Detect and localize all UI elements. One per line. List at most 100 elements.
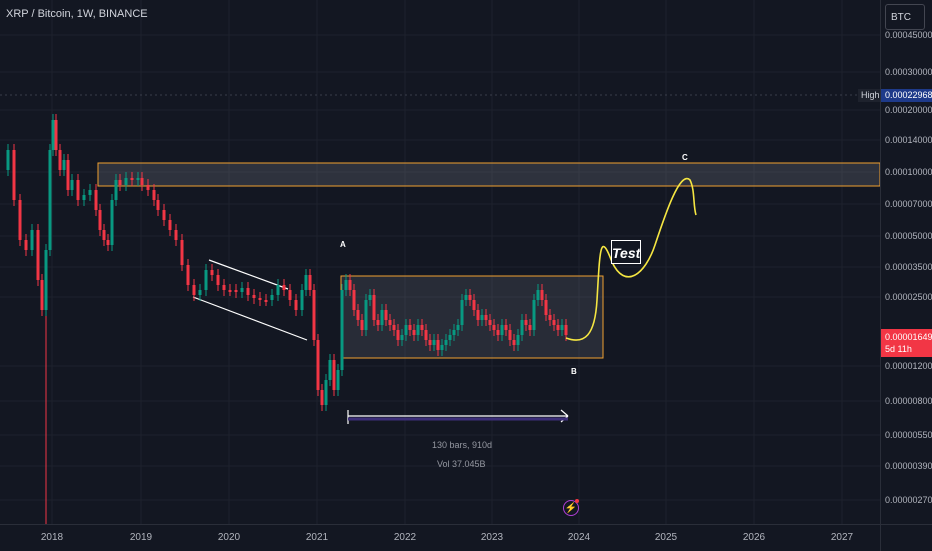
candle-body	[316, 340, 320, 390]
price-tick: 0.00000550	[885, 430, 932, 440]
time-tick: 2026	[742, 532, 766, 543]
currency-button[interactable]: BTC	[885, 4, 925, 30]
candle-body	[70, 180, 74, 190]
candle-body	[440, 345, 444, 350]
high-tag: High	[858, 89, 880, 102]
candle-body	[476, 310, 480, 320]
candle-body	[146, 185, 150, 190]
candle-body	[152, 190, 156, 200]
candle-body	[556, 325, 560, 330]
candle-body	[564, 325, 568, 335]
candle-body	[76, 180, 80, 200]
time-axis[interactable]	[0, 524, 880, 551]
candle-body	[508, 330, 512, 340]
candle-body	[324, 380, 328, 405]
candle-body	[82, 195, 86, 200]
candle-body	[44, 250, 48, 310]
price-tick: 0.00002500	[885, 292, 932, 302]
candle-body	[504, 325, 508, 330]
candle-body	[488, 320, 492, 325]
candle-body	[88, 190, 92, 195]
candle-body	[156, 200, 160, 210]
candle-body	[348, 280, 352, 290]
channel-upper-line	[208, 259, 289, 290]
candle-body	[24, 240, 28, 250]
candle-body	[222, 285, 226, 290]
range-box	[340, 275, 604, 359]
label-b: B	[571, 367, 577, 376]
candlestick-series	[6, 114, 568, 411]
candle-body	[216, 275, 220, 285]
price-tick: 0.00000270	[885, 495, 932, 505]
label-c: C	[682, 153, 688, 162]
candle-body	[51, 120, 55, 150]
candle-body	[130, 178, 134, 180]
candle-body	[328, 360, 332, 380]
candle-body	[54, 120, 58, 150]
candle-body	[444, 340, 448, 345]
candle-body	[98, 210, 102, 230]
candle-body	[94, 190, 98, 210]
candle-body	[174, 230, 178, 240]
price-tick: 0.00000390	[885, 461, 932, 471]
candle-body	[524, 320, 528, 325]
candle-body	[436, 340, 440, 350]
candle-body	[484, 315, 488, 320]
price-axis[interactable]	[880, 0, 932, 524]
axis-corner	[880, 524, 932, 551]
candle-body	[168, 220, 172, 230]
candle-body	[186, 265, 190, 285]
price-tick: 0.00014000	[885, 135, 932, 145]
candle-body	[204, 270, 208, 290]
candle-body	[12, 150, 16, 200]
candle-body	[102, 230, 106, 240]
measure-vol-text: Vol 37.045B	[437, 459, 486, 469]
candle-body	[198, 290, 202, 295]
candle-body	[468, 295, 472, 300]
current-price-value: 0.00001649	[885, 332, 932, 342]
candle-body	[192, 285, 196, 295]
candle-body	[276, 285, 280, 295]
candle-body	[372, 295, 376, 320]
candle-body	[270, 295, 274, 300]
candle-body	[246, 288, 250, 295]
candle-body	[512, 340, 516, 345]
candle-body	[336, 370, 340, 390]
price-tick: 0.00030000	[885, 67, 932, 77]
chart-area[interactable]: XRP / Bitcoin, 1W, BINANCE A B C Test 13…	[0, 0, 880, 524]
candle-body	[380, 310, 384, 325]
candle-body	[304, 275, 308, 290]
candle-body	[520, 320, 524, 335]
candle-body	[62, 160, 66, 170]
candle-body	[294, 300, 298, 310]
candle-body	[106, 240, 110, 245]
candle-body	[6, 150, 10, 170]
time-tick: 2022	[393, 532, 417, 543]
price-tick: 0.00020000	[885, 105, 932, 115]
candle-body	[480, 315, 484, 320]
candle-body	[210, 270, 214, 275]
candle-body	[428, 340, 432, 345]
time-tick: 2019	[129, 532, 153, 543]
time-tick: 2023	[480, 532, 504, 543]
candle-body	[392, 325, 396, 330]
candle-body	[496, 330, 500, 335]
candle-body	[58, 150, 62, 170]
candle-body	[352, 290, 356, 310]
high-price-label: 0.00022968	[881, 89, 932, 102]
chart-canvas[interactable]	[0, 0, 880, 524]
candle-body	[264, 300, 268, 302]
price-tick: 0.00010000	[885, 167, 932, 177]
test-label: Test	[611, 240, 641, 264]
candle-body	[320, 390, 324, 405]
candle-body	[464, 295, 468, 300]
resistance-zone	[97, 162, 880, 187]
candle-body	[456, 325, 460, 330]
label-a: A	[340, 240, 346, 249]
chart-title: XRP / Bitcoin, 1W, BINANCE	[6, 8, 148, 20]
candle-body	[536, 290, 540, 300]
candle-body	[384, 310, 388, 320]
candle-body	[388, 320, 392, 325]
candle-body	[110, 200, 114, 245]
flash-icon[interactable]: ⚡	[563, 500, 579, 516]
